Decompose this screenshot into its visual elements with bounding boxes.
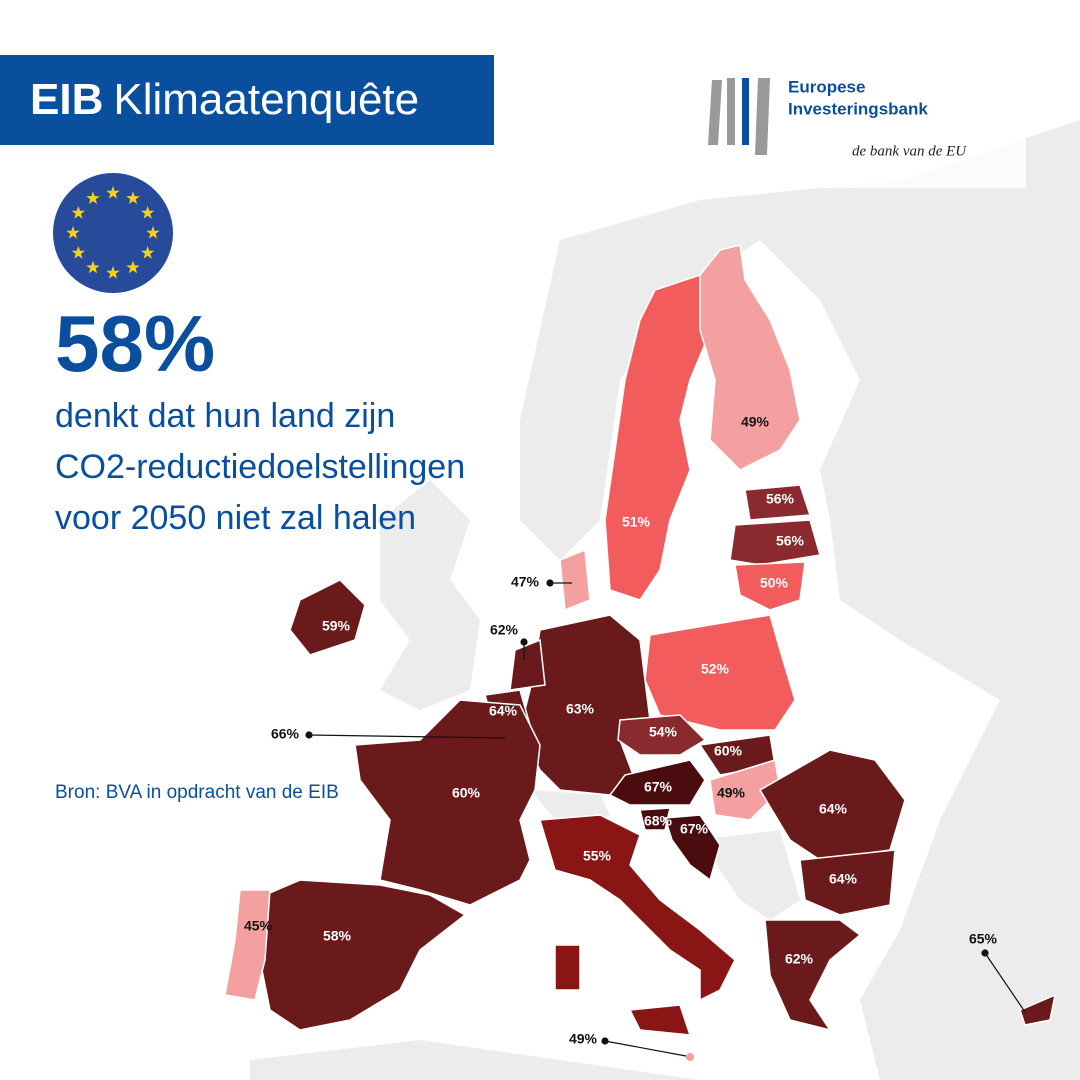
title-bold: EIB [30,75,103,124]
source: Bron: BVA in opdracht van de EIB [55,782,339,803]
malta [686,1053,694,1061]
map-label: 58% [323,928,352,944]
netherlands [509,638,546,691]
map-label: 64% [489,703,518,719]
greece [764,919,862,1032]
eu-star [146,226,160,239]
map-label: 49% [741,414,770,430]
title-banner [0,55,494,145]
map-labels: 49% 56% 56% 50% 51% 47% 59% 62% 64% 66% … [244,414,998,1047]
leader-line [604,1040,687,1057]
hungary [709,759,781,821]
leader-line [984,952,1026,1013]
cyprus [1019,993,1057,1026]
romania [758,749,906,861]
other-land [250,120,1080,1080]
sicily [628,1004,692,1036]
map-label: 63% [566,701,595,717]
logo-line: Europese [788,77,865,96]
estonia [744,484,812,521]
map-label: 60% [714,743,743,759]
logo-tagline: de bank van de EU [852,143,967,159]
headline-value: 58% [55,299,215,388]
eu-star [106,186,120,199]
logo-bar [755,78,770,155]
balkans [700,830,800,920]
title-rest: Klimaatenquête [113,75,419,124]
spain [259,879,467,1031]
portugal [224,889,271,1001]
eu-star [86,191,100,204]
logo-bar [742,78,749,145]
map-label: 49% [569,1031,598,1047]
eu-star [71,246,85,259]
map-label: 56% [766,491,795,507]
croatia [664,814,721,882]
leader-dot [520,638,528,646]
map-label: 67% [644,779,673,795]
logo-box [700,70,1026,188]
czechia [617,714,707,756]
eu-star [106,266,120,279]
eu-star [126,260,140,274]
france [354,699,541,906]
leader-dot [305,731,313,739]
map-label: 51% [622,514,651,530]
map-label: 59% [322,618,351,634]
map-label: 62% [785,951,814,967]
great-britain [380,480,480,710]
map-label: 64% [819,801,848,817]
leader-lines [305,579,1026,1057]
map-label: 52% [701,661,730,677]
denmark [559,548,591,612]
austria [608,759,706,806]
map-label: 66% [271,726,300,742]
logo-bar [727,78,735,145]
latvia [729,519,821,566]
leader-dot [546,579,554,587]
eu-star [66,226,80,239]
eu-star [71,206,85,219]
eu-flag [53,173,173,293]
title: EIB Klimaatenquête [30,75,419,124]
map-label: 62% [490,622,519,638]
eu-star [141,206,155,219]
map-label: 45% [244,918,273,934]
leader-dot [601,1037,609,1045]
map-label: 54% [649,724,678,740]
eu-countries [224,244,1057,1061]
eu-star [141,246,155,259]
leader-dot [981,949,989,957]
eu-star [86,260,100,274]
slovenia [639,807,671,831]
map-label: 49% [717,785,746,801]
bulgaria [799,849,896,916]
eu-star [126,191,140,204]
map-label: 55% [583,848,612,864]
ireland [289,579,366,656]
logo-line: Investeringsbank [788,99,928,118]
lithuania [734,561,806,611]
map-label: 60% [452,785,481,801]
logo-bar [708,80,722,145]
headline-line: voor 2050 niet zal halen [55,499,416,537]
leader-line [308,734,506,739]
headline-line: CO2-reductiedoelstellingen [55,448,465,486]
map-label: 67% [680,821,709,837]
italy [539,814,736,1002]
finland [699,244,801,471]
sardinia [554,944,581,991]
map-label: 47% [511,574,540,590]
land-mass [520,120,1080,1080]
map-label: 50% [760,575,789,591]
eu-stars [66,186,160,279]
map-label: 65% [969,931,998,947]
headline-line: denkt dat hun land zijn [55,397,395,435]
north-africa [250,1040,700,1080]
map-label: 64% [829,871,858,887]
poland [644,614,796,731]
map-label: 68% [644,813,673,829]
map-label: 56% [776,533,805,549]
